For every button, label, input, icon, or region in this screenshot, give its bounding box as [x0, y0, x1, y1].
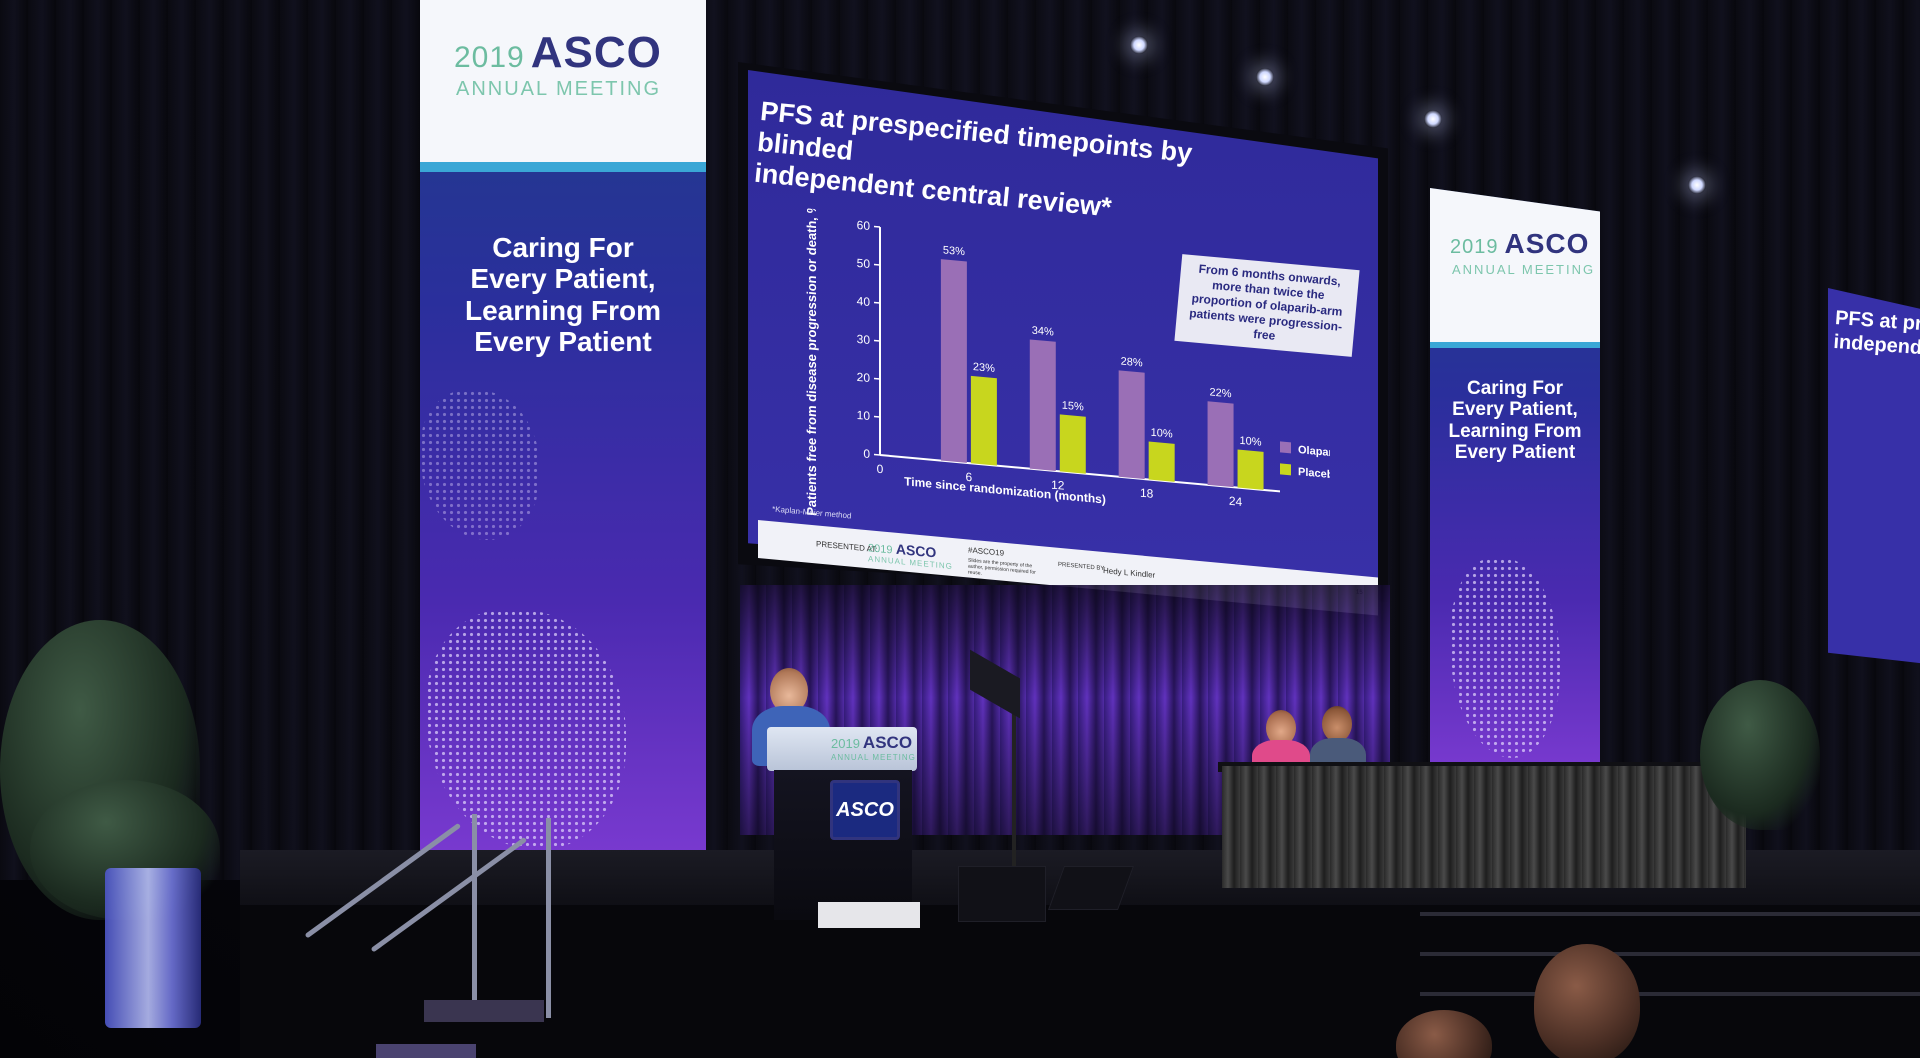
chart-x-tick-label: 6: [966, 470, 973, 485]
chart-y-tick-label: 0: [863, 447, 870, 462]
slide-callout: From 6 months onwards, more than twice t…: [1174, 254, 1360, 357]
chart-y-tick-label: 60: [857, 218, 871, 233]
world-map-dots: [420, 390, 540, 540]
railing-post: [472, 814, 477, 1004]
chart-legend-swatch: [1280, 441, 1291, 454]
panel-table: [1222, 766, 1746, 888]
chart-y-tick-label: 50: [857, 256, 871, 271]
stair-step: [376, 1044, 476, 1058]
chart-bar-olaparib: [1029, 339, 1056, 472]
banner-logo: 2019 ASCO: [1450, 228, 1590, 259]
chart-bar-placebo: [1059, 414, 1086, 474]
chart-data-label: 10%: [1151, 427, 1173, 441]
podium-top: 2019 ASCO ANNUAL MEETING: [767, 727, 917, 771]
banner-logo-area: 2019 ASCO ANNUAL MEETING: [1430, 188, 1600, 348]
banner-tagline: Caring For Every Patient, Learning From …: [464, 232, 661, 358]
stage-step: [1420, 992, 1920, 996]
chart-x-tick-label: 12: [1051, 478, 1065, 493]
lit-planter: [105, 868, 201, 1028]
chart-data-label: 53%: [943, 244, 965, 258]
audience-head: [1534, 944, 1640, 1058]
stage-step: [1420, 912, 1920, 916]
railing-post: [546, 818, 551, 1018]
chart-y-tick: [874, 339, 880, 342]
secondary-projection-screen: PFS at prespe independent: [1828, 288, 1920, 664]
footer-fine-print: Slides are the property of the author, p…: [968, 557, 1036, 577]
chart-data-label: 10%: [1240, 435, 1262, 449]
audience-head: [1396, 1010, 1492, 1058]
chart-data-label: 23%: [973, 361, 995, 375]
banner-logo-area: 2019 ASCO ANNUAL MEETING: [420, 0, 706, 172]
chart-bar-olaparib: [1207, 401, 1234, 488]
chart-data-label: 28%: [1121, 356, 1143, 370]
world-map-dots: [426, 610, 626, 850]
chart-x-tick-label: 24: [1229, 494, 1243, 509]
chart-ylabel: Patients free from disease progression o…: [804, 205, 819, 516]
secondary-slide-title: PFS at prespe independent: [1832, 306, 1920, 362]
music-stand: [1012, 700, 1016, 870]
decorative-plant: [1700, 680, 1820, 830]
right-banner: 2019 ASCO ANNUAL MEETING Caring For Every…: [1430, 188, 1600, 774]
podium-base: [818, 902, 920, 928]
chart-data-label: 22%: [1210, 386, 1232, 400]
spotlight: [1130, 36, 1148, 54]
stair-step: [424, 1000, 544, 1022]
chart-y-tick: [874, 301, 880, 304]
footer-presenter: Hedy L Kindler: [1103, 566, 1156, 580]
chart-y-tick-label: 40: [857, 294, 871, 309]
banner-logo-subtitle: ANNUAL MEETING: [1452, 262, 1596, 277]
chart-y-tick-label: 30: [857, 332, 871, 347]
chart-data-label: 34%: [1032, 325, 1054, 339]
chart-legend-label: Olaparib: [1298, 444, 1330, 460]
spotlight: [1424, 110, 1442, 128]
chart-xlabel: Time since randomization (months): [904, 474, 1106, 506]
chart-bar-placebo: [1148, 441, 1175, 482]
chart-x-tick-label: 18: [1140, 486, 1154, 501]
chart-y-tick: [874, 415, 880, 418]
left-banner: 2019 ASCO ANNUAL MEETING Caring For Every…: [420, 0, 706, 860]
banner-logo-subtitle: ANNUAL MEETING: [456, 78, 662, 100]
chart-bar-placebo: [1237, 449, 1264, 490]
chart-y-tick-label: 10: [857, 408, 871, 423]
chart-data-label: 15%: [1062, 400, 1084, 414]
chart-x-tick-label: 0: [877, 462, 884, 477]
chart-y-tick: [874, 263, 880, 266]
chart-y-tick: [874, 377, 880, 380]
podium-logo: 2019 ASCO: [831, 733, 913, 752]
chart-bar-olaparib: [940, 259, 967, 463]
stage-step: [1420, 952, 1920, 956]
stage-monitor-speaker: [958, 866, 1046, 922]
chart-legend-label: Placebo: [1298, 466, 1330, 482]
stage-front: [240, 905, 1920, 1058]
chart-bar-olaparib: [1118, 370, 1145, 480]
podium-logo-subtitle: ANNUAL MEETING: [831, 753, 916, 762]
chart-legend-swatch: [1280, 463, 1291, 476]
footer-logo: 2019 ASCO ANNUAL MEETING: [868, 540, 953, 572]
chart-y-tick-label: 20: [857, 370, 871, 385]
banner-tagline: Caring For Every Patient, Learning From …: [1448, 378, 1582, 463]
spotlight: [1256, 68, 1274, 86]
footer-hashtag: #ASCO19: [968, 545, 1005, 558]
footer-presented-by: PRESENTED BY:: [1058, 561, 1106, 573]
chart-bar-placebo: [970, 375, 997, 466]
podium-sign: ASCO: [830, 780, 900, 840]
chart-y-tick: [874, 225, 880, 228]
spotlight: [1688, 176, 1706, 194]
world-map-dots: [1450, 558, 1560, 758]
banner-logo: 2019 ASCO: [454, 28, 662, 77]
pfs-bar-chart: Patients free from disease progression o…: [804, 205, 1330, 516]
chart-y-tick: [874, 453, 880, 456]
